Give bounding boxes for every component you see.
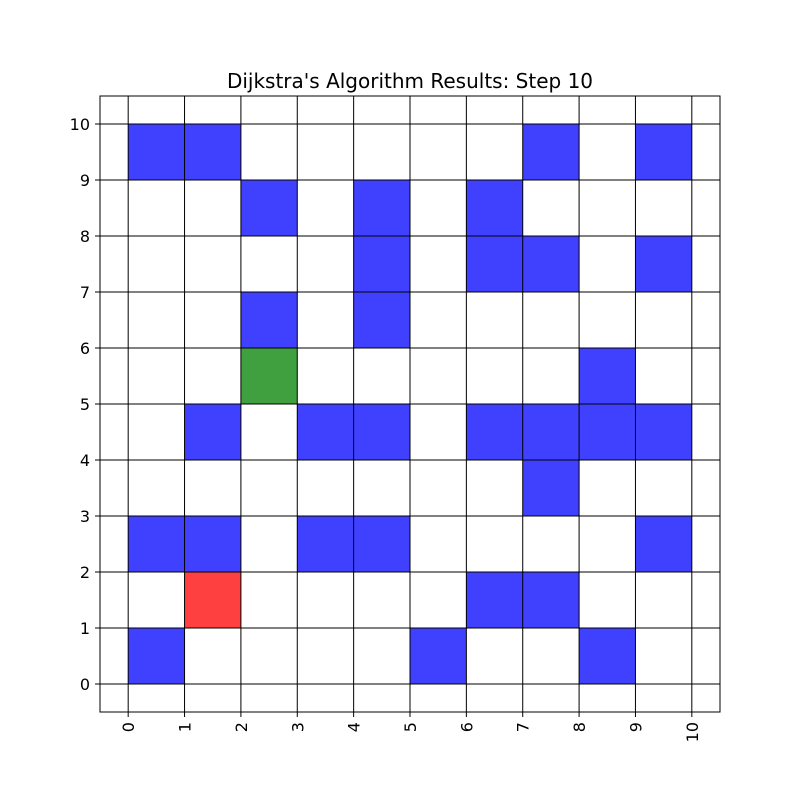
obstacle-cell [240, 180, 298, 236]
start-cell [240, 348, 298, 404]
obstacle-cell [635, 404, 692, 460]
obstacle-cell [522, 460, 580, 516]
y-tick-label: 9 [80, 171, 90, 190]
y-tick-label: 1 [80, 619, 90, 638]
obstacle-cell [635, 516, 692, 572]
x-tick-label: 2 [232, 722, 251, 732]
obstacle-cell [522, 124, 580, 180]
obstacle-cell [579, 628, 636, 684]
y-tick-label: 10 [70, 115, 90, 134]
x-tick-label: 3 [288, 722, 307, 732]
obstacle-cell [466, 236, 523, 292]
obstacle-cell [635, 124, 692, 180]
y-tick-label: 6 [80, 339, 90, 358]
x-tick-label: 8 [570, 722, 589, 732]
x-tick-label: 10 [683, 722, 702, 742]
y-tick-label: 4 [80, 451, 90, 470]
obstacle-cell [466, 572, 523, 628]
obstacle-cell [410, 628, 467, 684]
obstacle-cell [579, 404, 636, 460]
y-tick-label: 2 [80, 563, 90, 582]
x-tick-label: 1 [176, 722, 195, 732]
x-tick-label: 6 [457, 722, 476, 732]
obstacle-cell [522, 236, 580, 292]
obstacle-cell [466, 180, 523, 236]
plot-area: 0 1 2 3 4 5 6 7 8 9 10 0 1 2 3 4 5 6 7 8 9 10 [70, 95, 721, 742]
obstacle-cell [128, 628, 185, 684]
obstacle-cell [522, 572, 580, 628]
y-tick-label: 7 [80, 283, 90, 302]
obstacle-cell [353, 404, 410, 460]
obstacle-cell [353, 236, 410, 292]
obstacle-cell [240, 292, 298, 348]
end-cell [184, 572, 241, 628]
x-tick-label: 9 [626, 722, 645, 732]
obstacle-cell [184, 516, 241, 572]
x-tick-label: 4 [345, 722, 364, 732]
obstacle-cell [579, 348, 636, 404]
y-tick-label: 5 [80, 395, 90, 414]
y-tick-label: 0 [80, 675, 90, 694]
obstacle-cell [297, 404, 354, 460]
x-tick-label: 0 [119, 722, 138, 732]
x-tick-label: 5 [401, 722, 420, 732]
obstacle-cell [128, 124, 185, 180]
obstacle-cell [353, 292, 410, 348]
obstacle-cell [353, 180, 410, 236]
obstacle-cell [522, 404, 580, 460]
obstacle-cell [635, 236, 692, 292]
x-tick-label: 7 [514, 722, 533, 732]
chart-title: Dijkstra's Algorithm Results: Step 10 [227, 69, 593, 93]
obstacle-cell [297, 516, 354, 572]
obstacle-cell [184, 404, 241, 460]
obstacle-cell [128, 516, 185, 572]
y-tick-label: 3 [80, 507, 90, 526]
obstacle-cell [353, 516, 410, 572]
obstacle-cell [466, 404, 523, 460]
obstacle-cell [184, 124, 241, 180]
y-tick-label: 8 [80, 227, 90, 246]
